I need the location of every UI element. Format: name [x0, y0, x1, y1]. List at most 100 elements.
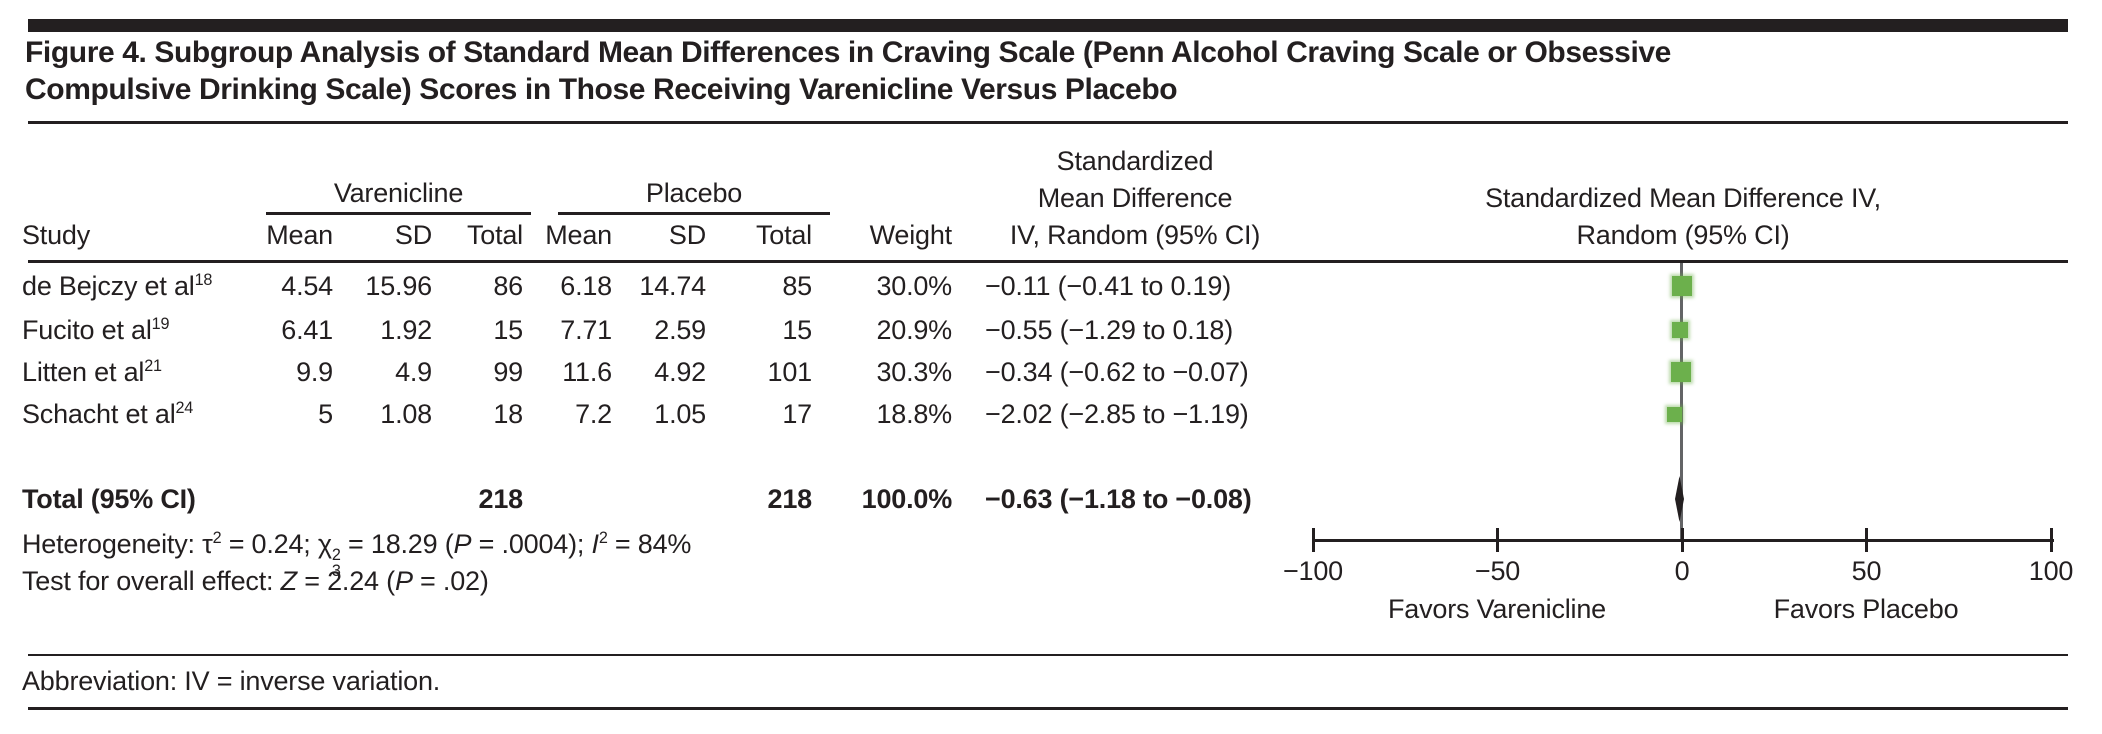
x-axis-tick-label: −50 [1474, 556, 1521, 586]
v-mean: 4.54 [281, 271, 333, 301]
smd-ci: −0.11 (−0.41 to 0.19) [985, 271, 1231, 301]
p-sd: 1.05 [654, 399, 706, 429]
x-axis-tick [2049, 528, 2053, 552]
col-header-v-mean: Mean [266, 220, 333, 250]
v-mean: 9.9 [296, 357, 333, 387]
overall-effect-stats: Test for overall effect: Z = 2.24 (P = .… [22, 566, 489, 596]
study-effect-marker [1671, 322, 1688, 338]
study-name: de Bejczy et al18 [22, 271, 213, 301]
tau-superscript: 2 [212, 529, 222, 547]
abbreviation-note: Abbreviation: IV = inverse variation. [22, 666, 441, 696]
total-weight: 100.0% [861, 484, 953, 514]
weight: 18.8% [876, 399, 952, 429]
p-total: 101 [767, 357, 813, 387]
p-total: 85 [782, 271, 812, 301]
p-mean: 7.71 [560, 315, 612, 345]
p-sd: 14.74 [639, 271, 706, 301]
col-header-v-total: Total [466, 220, 523, 250]
total-effect-diamond [1675, 476, 1685, 522]
title-divider [28, 121, 2068, 124]
v-total: 18 [493, 399, 523, 429]
reference-superscript: 24 [175, 399, 194, 417]
study-effect-marker [1670, 362, 1691, 382]
placebo-group-underline [558, 212, 830, 215]
table-row: Litten et al21 9.9 4.9 99 11.6 4.92 101 … [0, 355, 1320, 389]
x-axis-tick [1311, 528, 1315, 552]
study-name: Schacht et al24 [22, 399, 194, 429]
v-mean: 5 [318, 399, 333, 429]
total-label: Total (95% CI) [22, 484, 196, 514]
varenicline-group-underline [266, 212, 531, 215]
footer-top-divider [28, 654, 2068, 656]
table-row: de Bejczy et al18 4.54 15.96 86 6.18 14.… [0, 269, 1320, 303]
zero-reference-line [1680, 263, 1683, 541]
v-total: 15 [493, 315, 523, 345]
i-squared-superscript: 2 [598, 529, 608, 547]
v-sd: 4.9 [395, 357, 432, 387]
smd-ci: −0.55 (−1.29 to 0.18) [985, 315, 1233, 345]
plot-column-header: Standardized Mean Difference IV, Random … [1433, 180, 1933, 254]
col-header-p-sd: SD [668, 220, 706, 250]
v-total: 86 [493, 271, 523, 301]
column-header-row: Study Mean SD Total Mean SD Total Weight [0, 218, 1320, 252]
total-smd-ci: −0.63 (−1.18 to −0.08) [985, 484, 1252, 514]
p-sd: 2.59 [654, 315, 706, 345]
col-header-weight: Weight [869, 220, 953, 250]
smd-column-header: Standardized Mean Difference IV, Random … [985, 143, 1285, 254]
reference-superscript: 19 [151, 315, 170, 333]
header-divider [28, 260, 2068, 263]
figure-top-border [28, 19, 2068, 32]
figure-title-line1: Figure 4. Subgroup Analysis of Standard … [25, 36, 1671, 69]
figure-title-line2: Compulsive Drinking Scale) Scores in Tho… [25, 73, 1178, 106]
reference-superscript: 18 [194, 271, 213, 289]
col-header-p-mean: Mean [545, 220, 612, 250]
total-v-total: 218 [478, 484, 524, 514]
p-mean: 7.2 [575, 399, 612, 429]
reference-superscript: 21 [144, 357, 162, 375]
placebo-group-header: Placebo [645, 178, 743, 208]
p-total: 17 [782, 399, 812, 429]
x-axis [1313, 538, 2054, 542]
x-axis-tick [1680, 528, 1684, 552]
total-row: Total (95% CI) 218 218 100.0% −0.63 (−1.… [0, 482, 1320, 516]
v-sd: 1.92 [380, 315, 432, 345]
x-axis-tick [1865, 528, 1868, 552]
smd-column-header-line1: Standardized [1056, 146, 1214, 176]
smd-column-header-line2: Mean Difference [1037, 183, 1233, 213]
v-sd: 1.08 [380, 399, 432, 429]
table-row: Fucito et al19 6.41 1.92 15 7.71 2.59 15… [0, 313, 1320, 347]
plot-column-header-line1: Standardized Mean Difference IV, [1485, 183, 1881, 213]
study-name: Litten et al21 [22, 357, 162, 387]
col-header-p-total: Total [755, 220, 812, 250]
table-row: Schacht et al24 5 1.08 18 7.2 1.05 17 18… [0, 397, 1320, 431]
favors-right-label: Favors Placebo [1773, 594, 1959, 624]
p-total: 15 [782, 315, 812, 345]
figure-title: Figure 4. Subgroup Analysis of Standard … [25, 34, 2075, 108]
study-name: Fucito et al19 [22, 315, 170, 345]
weight: 20.9% [876, 315, 952, 345]
favors-left-label: Favors Varenicline [1388, 594, 1606, 624]
weight: 30.3% [876, 357, 952, 387]
col-header-study: Study [22, 220, 91, 250]
x-axis-tick-label: 100 [2028, 556, 2074, 586]
x-axis-tick-label: 50 [1851, 556, 1882, 586]
total-p-total: 218 [767, 484, 813, 514]
study-effect-marker [1667, 406, 1683, 422]
v-total: 99 [493, 357, 523, 387]
figure-bottom-border [28, 707, 2068, 710]
weight: 30.0% [876, 271, 952, 301]
plot-column-header-line2: Random (95% CI) [1576, 220, 1790, 250]
varenicline-group-header: Varenicline [333, 178, 464, 208]
smd-ci: −0.34 (−0.62 to −0.07) [985, 357, 1249, 387]
v-mean: 6.41 [281, 315, 333, 345]
p-sd: 4.92 [654, 357, 706, 387]
col-header-v-sd: SD [394, 220, 432, 250]
p-mean: 11.6 [562, 357, 612, 387]
x-axis-tick [1496, 528, 1499, 552]
x-axis-tick-label: −100 [1282, 556, 1344, 586]
study-effect-marker [1671, 276, 1692, 296]
smd-column-header-line3: IV, Random (95% CI) [1009, 220, 1261, 250]
